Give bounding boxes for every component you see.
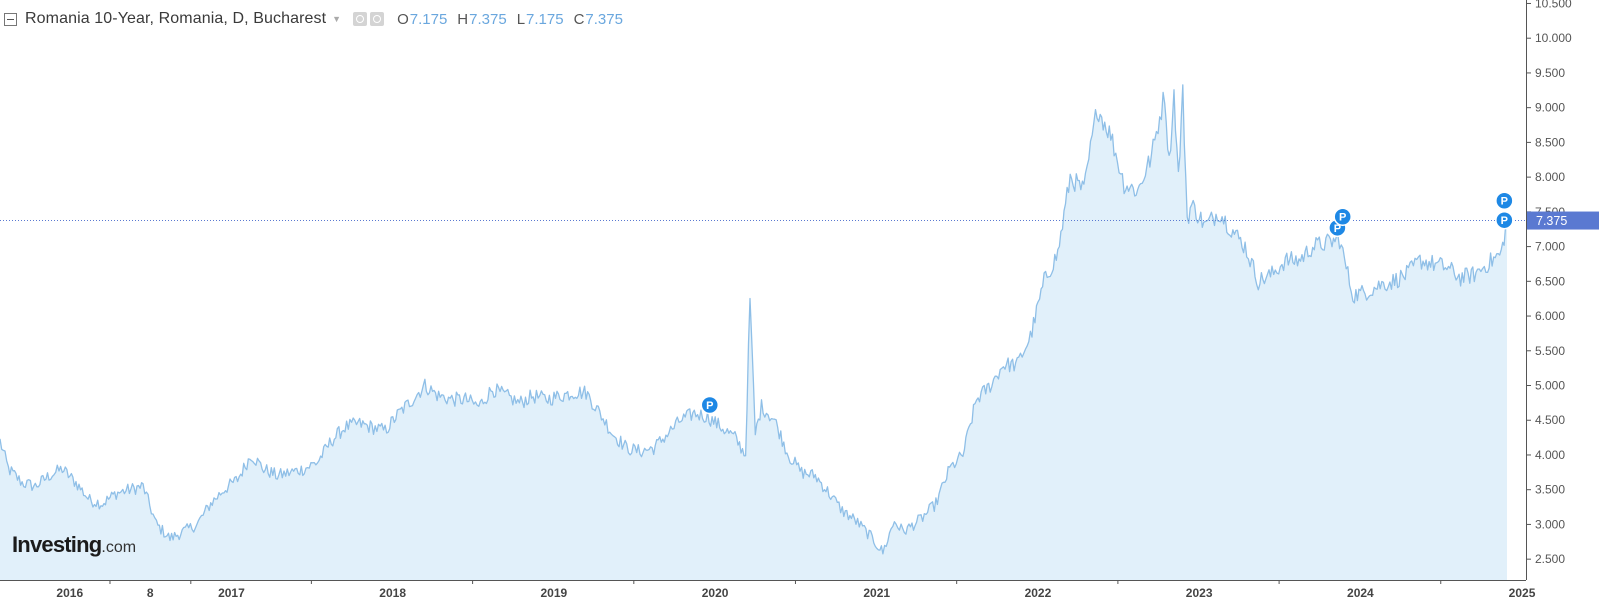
symbol-title[interactable]: Romania 10-Year, Romania, D, Bucharest bbox=[25, 10, 327, 27]
series-legend: Romania 10-Year, Romania, D, Bucharest ▼… bbox=[4, 9, 623, 29]
settings-icon[interactable] bbox=[353, 12, 368, 26]
price-tick-label: 7.000 bbox=[1535, 240, 1565, 254]
ohlc-values: O7.175 H7.375 L7.175 C7.375 bbox=[397, 11, 623, 28]
price-tick-label: 6.000 bbox=[1535, 309, 1565, 323]
event-marker[interactable]: P bbox=[1495, 191, 1514, 210]
price-tick-label: 6.500 bbox=[1535, 274, 1565, 288]
chevron-down-icon[interactable]: ▼ bbox=[332, 14, 342, 24]
close-value: C7.375 bbox=[573, 10, 623, 28]
price-tick-label: 2.500 bbox=[1535, 552, 1565, 566]
event-marker-label[interactable]: P bbox=[1339, 212, 1346, 224]
collapse-legend-button[interactable] bbox=[4, 12, 17, 26]
price-tick-label: 8.500 bbox=[1535, 135, 1565, 149]
price-tick-label: 9.500 bbox=[1535, 66, 1565, 80]
time-tick-label: 2021 bbox=[863, 586, 890, 600]
event-marker-label[interactable]: P bbox=[1501, 215, 1508, 227]
area-fill bbox=[0, 84, 1507, 581]
price-area bbox=[0, 84, 1507, 581]
event-marker-circle[interactable] bbox=[1495, 210, 1514, 230]
event-marker[interactable]: P bbox=[1495, 210, 1514, 230]
time-tick-label: 2017 bbox=[218, 586, 245, 600]
open-value: O7.175 bbox=[397, 10, 448, 28]
price-tick-label: 10.500 bbox=[1535, 0, 1572, 10]
event-marker-label[interactable]: P bbox=[1334, 223, 1341, 235]
price-line bbox=[0, 84, 1508, 555]
price-tick-label: 3.500 bbox=[1535, 483, 1565, 497]
last-price-tag-label: 7.375 bbox=[1536, 214, 1567, 228]
visibility-icon[interactable] bbox=[370, 12, 385, 26]
time-tick-label: 8 bbox=[147, 586, 154, 600]
event-marker-label[interactable]: P bbox=[1501, 196, 1508, 208]
price-axis[interactable]: 2.500 3.000 3.500 4.000 4.500 5.000 5.500 6.000… bbox=[1526, 0, 1572, 580]
time-tick-label: 2023 bbox=[1186, 586, 1213, 600]
event-marker-circle[interactable] bbox=[700, 395, 720, 415]
time-tick-label: 2016 bbox=[56, 586, 83, 600]
price-tick-label: 4.000 bbox=[1535, 448, 1565, 462]
event-marker[interactable]: P bbox=[1333, 207, 1352, 226]
price-tick-label: 8.000 bbox=[1535, 170, 1565, 184]
event-marker-circle[interactable] bbox=[1495, 191, 1514, 210]
price-tick-label: 3.000 bbox=[1535, 517, 1565, 531]
time-tick-label: 2020 bbox=[702, 586, 729, 600]
last-price-tag-bg bbox=[1527, 211, 1599, 230]
high-value: H7.375 bbox=[457, 10, 507, 28]
last-price-tag: 7.375 bbox=[1527, 211, 1599, 230]
time-axis[interactable]: 2016 8 2017 2018 2019 2020 2021 2022 2023 2024 202… bbox=[0, 580, 1536, 600]
series-line bbox=[0, 84, 1508, 555]
low-value: L7.175 bbox=[516, 10, 564, 28]
price-tick-label: 4.500 bbox=[1535, 413, 1565, 427]
time-tick-label: 2019 bbox=[541, 586, 568, 600]
event-marker-label[interactable]: P bbox=[706, 400, 713, 412]
time-tick-label: 2022 bbox=[1025, 586, 1052, 600]
time-tick-label: 2018 bbox=[379, 586, 406, 600]
price-tick-label: 5.500 bbox=[1535, 344, 1565, 358]
investing-logo: Investing.com bbox=[12, 532, 137, 557]
event-marker-circle[interactable] bbox=[1333, 207, 1352, 226]
price-tick-label: 10.000 bbox=[1535, 31, 1572, 45]
event-marker[interactable]: P bbox=[700, 395, 720, 415]
price-tick-label: 9.000 bbox=[1535, 101, 1565, 115]
time-tick-label: 2024 bbox=[1347, 586, 1374, 600]
price-tick-label: 5.000 bbox=[1535, 379, 1565, 393]
time-tick-label: 2025 bbox=[1509, 586, 1536, 600]
